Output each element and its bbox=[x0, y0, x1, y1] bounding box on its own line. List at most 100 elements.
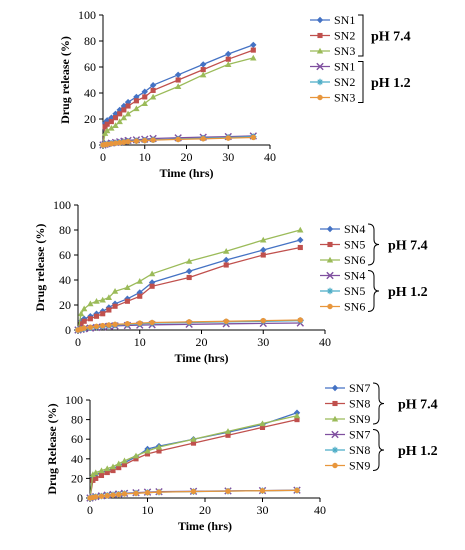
data-point bbox=[105, 294, 113, 301]
data-point bbox=[136, 289, 143, 296]
data-point bbox=[98, 467, 105, 474]
y-tick-label: 80 bbox=[84, 34, 96, 48]
legend-label: SN3 bbox=[334, 44, 355, 58]
data-point bbox=[125, 138, 131, 145]
y-tick-label: 20 bbox=[84, 112, 96, 126]
legend-entry: SN6 bbox=[320, 300, 365, 314]
series-sn9-ph12 bbox=[87, 487, 300, 501]
data-point bbox=[116, 465, 122, 471]
legend-label: SN5 bbox=[344, 284, 365, 298]
data-point bbox=[260, 252, 266, 258]
data-point bbox=[200, 71, 207, 78]
data-point bbox=[149, 319, 155, 326]
x-tick-label: 10 bbox=[142, 503, 154, 517]
x-tick-label: 40 bbox=[264, 150, 276, 164]
data-point bbox=[200, 67, 206, 73]
data-point bbox=[104, 141, 110, 147]
data-point bbox=[150, 87, 156, 93]
series-sn7-ph74 bbox=[86, 409, 301, 502]
data-point bbox=[150, 137, 156, 143]
x-tick-label: 20 bbox=[196, 335, 208, 349]
legend-entry: SN6 bbox=[320, 253, 365, 267]
data-point bbox=[116, 118, 123, 125]
data-point bbox=[175, 77, 181, 83]
data-point bbox=[250, 134, 257, 141]
data-point bbox=[149, 283, 155, 289]
data-point bbox=[121, 139, 127, 145]
data-point bbox=[259, 488, 266, 494]
group-bracket bbox=[372, 429, 385, 471]
y-tick-label: 0 bbox=[65, 323, 71, 337]
y-tick-label: 60 bbox=[84, 60, 96, 74]
data-point bbox=[90, 477, 96, 483]
data-point bbox=[108, 140, 115, 147]
data-point bbox=[93, 494, 99, 500]
legend-marker bbox=[316, 16, 324, 24]
data-point bbox=[190, 488, 197, 495]
legend-entry: SN3 bbox=[310, 91, 355, 105]
data-point bbox=[144, 447, 151, 454]
legend-entry: SN5 bbox=[320, 284, 365, 298]
data-point bbox=[225, 432, 231, 438]
legend-label: SN9 bbox=[349, 412, 370, 426]
legend-entry: SN1 bbox=[310, 60, 355, 74]
data-point bbox=[144, 489, 151, 496]
data-point bbox=[81, 318, 87, 324]
data-point bbox=[100, 311, 106, 317]
legend-marker bbox=[332, 462, 338, 469]
x-tick-label: 20 bbox=[199, 503, 211, 517]
data-point bbox=[87, 324, 94, 330]
series-sn2-ph74 bbox=[100, 47, 256, 148]
ph-label-1-2: pH 1.2 bbox=[371, 76, 411, 91]
legend-marker bbox=[317, 94, 323, 101]
data-point bbox=[121, 457, 128, 464]
data-point bbox=[80, 305, 88, 312]
y-axis-title: Drug release (%) bbox=[58, 36, 72, 124]
data-point bbox=[297, 244, 303, 251]
legend-entry: SN4 bbox=[320, 222, 365, 236]
data-point bbox=[104, 469, 110, 476]
data-point bbox=[104, 492, 110, 499]
data-point bbox=[115, 460, 122, 467]
data-point bbox=[156, 489, 162, 495]
series-sn3-ph12 bbox=[100, 134, 257, 148]
data-point bbox=[260, 246, 267, 254]
series-line bbox=[77, 239, 301, 331]
legend-entry: SN3 bbox=[310, 44, 355, 58]
x-tick-label: 10 bbox=[134, 335, 146, 349]
ph-label-7-4: pH 7.4 bbox=[398, 398, 438, 413]
y-tick-label: 20 bbox=[59, 298, 71, 312]
group-bracket bbox=[367, 270, 380, 312]
legend-marker bbox=[326, 225, 334, 233]
data-point bbox=[186, 274, 192, 281]
data-point bbox=[133, 456, 139, 462]
data-point bbox=[141, 100, 148, 106]
legend-entry: SN7 bbox=[325, 428, 370, 442]
legend-label: SN1 bbox=[334, 60, 355, 74]
data-point bbox=[121, 107, 127, 113]
series-sn4-ph74 bbox=[74, 236, 304, 334]
data-point bbox=[103, 127, 111, 134]
data-point bbox=[124, 284, 131, 291]
legend-label: SN6 bbox=[344, 300, 365, 314]
data-point bbox=[185, 268, 193, 275]
x-tick-label: 40 bbox=[319, 335, 331, 349]
data-point bbox=[200, 136, 206, 142]
data-point bbox=[294, 417, 300, 423]
data-point bbox=[133, 138, 140, 144]
data-point bbox=[141, 88, 148, 95]
data-point bbox=[125, 103, 131, 109]
data-point bbox=[190, 436, 197, 442]
legend-entry: SN9 bbox=[325, 412, 370, 426]
data-point bbox=[109, 463, 117, 470]
data-point bbox=[124, 298, 130, 304]
data-point bbox=[106, 307, 112, 313]
data-point bbox=[259, 424, 266, 430]
ph-label-1-2: pH 1.2 bbox=[398, 444, 438, 459]
x-tick-label: 30 bbox=[257, 335, 269, 349]
legend-label: SN3 bbox=[334, 91, 355, 105]
legend-marker bbox=[331, 415, 339, 422]
legend-label: SN9 bbox=[349, 459, 370, 473]
